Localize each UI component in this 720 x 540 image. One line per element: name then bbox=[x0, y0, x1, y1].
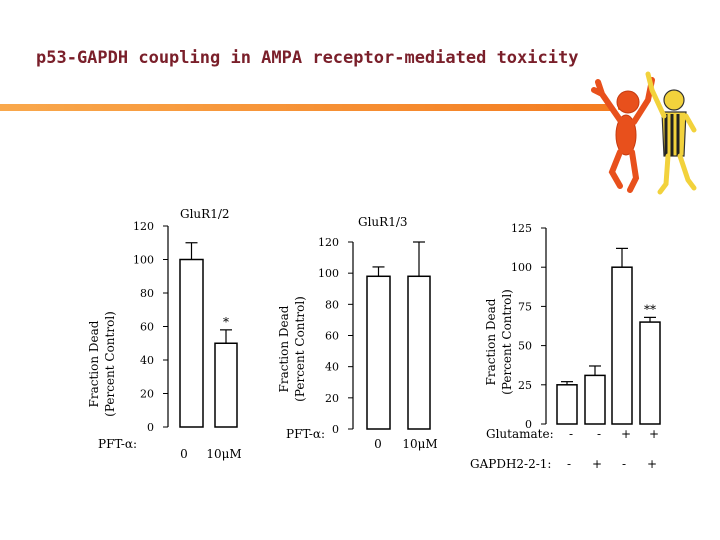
y-tick-label: 0 bbox=[147, 421, 154, 434]
y-axis-label-line2: (Percent Control) bbox=[103, 311, 117, 417]
y-axis-label-line1: Fraction Dead bbox=[87, 320, 101, 407]
bar bbox=[584, 374, 606, 425]
significance-label: * bbox=[223, 315, 229, 329]
y-tick-label: 60 bbox=[325, 330, 339, 343]
y-tick-label: 100 bbox=[133, 254, 154, 267]
category-label: 10μM bbox=[206, 447, 241, 461]
category-label: 0 bbox=[180, 447, 188, 461]
row-label: PFT-α: bbox=[286, 427, 325, 441]
condition-symbol: + bbox=[592, 457, 602, 471]
y-tick-label: 75 bbox=[518, 300, 532, 313]
category-label: 0 bbox=[374, 437, 382, 451]
significance-label: ** bbox=[644, 302, 656, 316]
condition-symbol: - bbox=[569, 427, 573, 441]
y-tick-label: 25 bbox=[518, 379, 532, 392]
y-tick-label: 120 bbox=[318, 236, 339, 249]
row-label: Glutamate: bbox=[486, 427, 554, 441]
y-tick-label: 80 bbox=[325, 298, 339, 311]
y-tick-label: 80 bbox=[140, 287, 154, 300]
chart-title: GluR1/3 bbox=[358, 215, 408, 229]
y-axis-label-line1: Fraction Dead bbox=[484, 298, 498, 385]
y-tick-label: 40 bbox=[325, 361, 339, 374]
y-axis-label-line1: Fraction Dead bbox=[277, 305, 291, 392]
condition-symbol: - bbox=[597, 427, 601, 441]
y-tick-label: 100 bbox=[318, 267, 339, 280]
y-tick-label: 120 bbox=[133, 220, 154, 233]
condition-symbol: - bbox=[622, 457, 626, 471]
y-tick-label: 0 bbox=[525, 418, 532, 431]
category-label: 10μM bbox=[402, 437, 437, 451]
chart-title: GluR1/2 bbox=[180, 207, 230, 221]
slide-title: p53-GAPDH coupling in AMPA receptor-medi… bbox=[36, 48, 579, 68]
condition-symbol: + bbox=[649, 427, 659, 441]
bar bbox=[556, 384, 578, 425]
y-tick-label: 60 bbox=[140, 321, 154, 334]
y-tick-label: 50 bbox=[518, 340, 532, 353]
y-tick-label: 20 bbox=[140, 388, 154, 401]
dancing-figures-icon bbox=[591, 71, 697, 195]
y-axis-label-line2: (Percent Control) bbox=[500, 289, 514, 395]
condition-symbol: + bbox=[621, 427, 631, 441]
row-label: PFT-α: bbox=[98, 437, 137, 451]
y-tick-label: 125 bbox=[511, 222, 532, 235]
condition-symbol: + bbox=[647, 457, 657, 471]
bar bbox=[639, 321, 661, 425]
y-tick-label: 0 bbox=[332, 423, 339, 436]
title-underline-bar bbox=[0, 104, 610, 111]
y-axis-label-line2: (Percent Control) bbox=[293, 296, 307, 402]
y-tick-label: 40 bbox=[140, 354, 154, 367]
bar bbox=[611, 266, 633, 425]
y-tick-label: 20 bbox=[325, 392, 339, 405]
condition-symbol: - bbox=[567, 457, 571, 471]
row-label: GAPDH2-2-1: bbox=[470, 457, 551, 471]
y-tick-label: 100 bbox=[511, 261, 532, 274]
